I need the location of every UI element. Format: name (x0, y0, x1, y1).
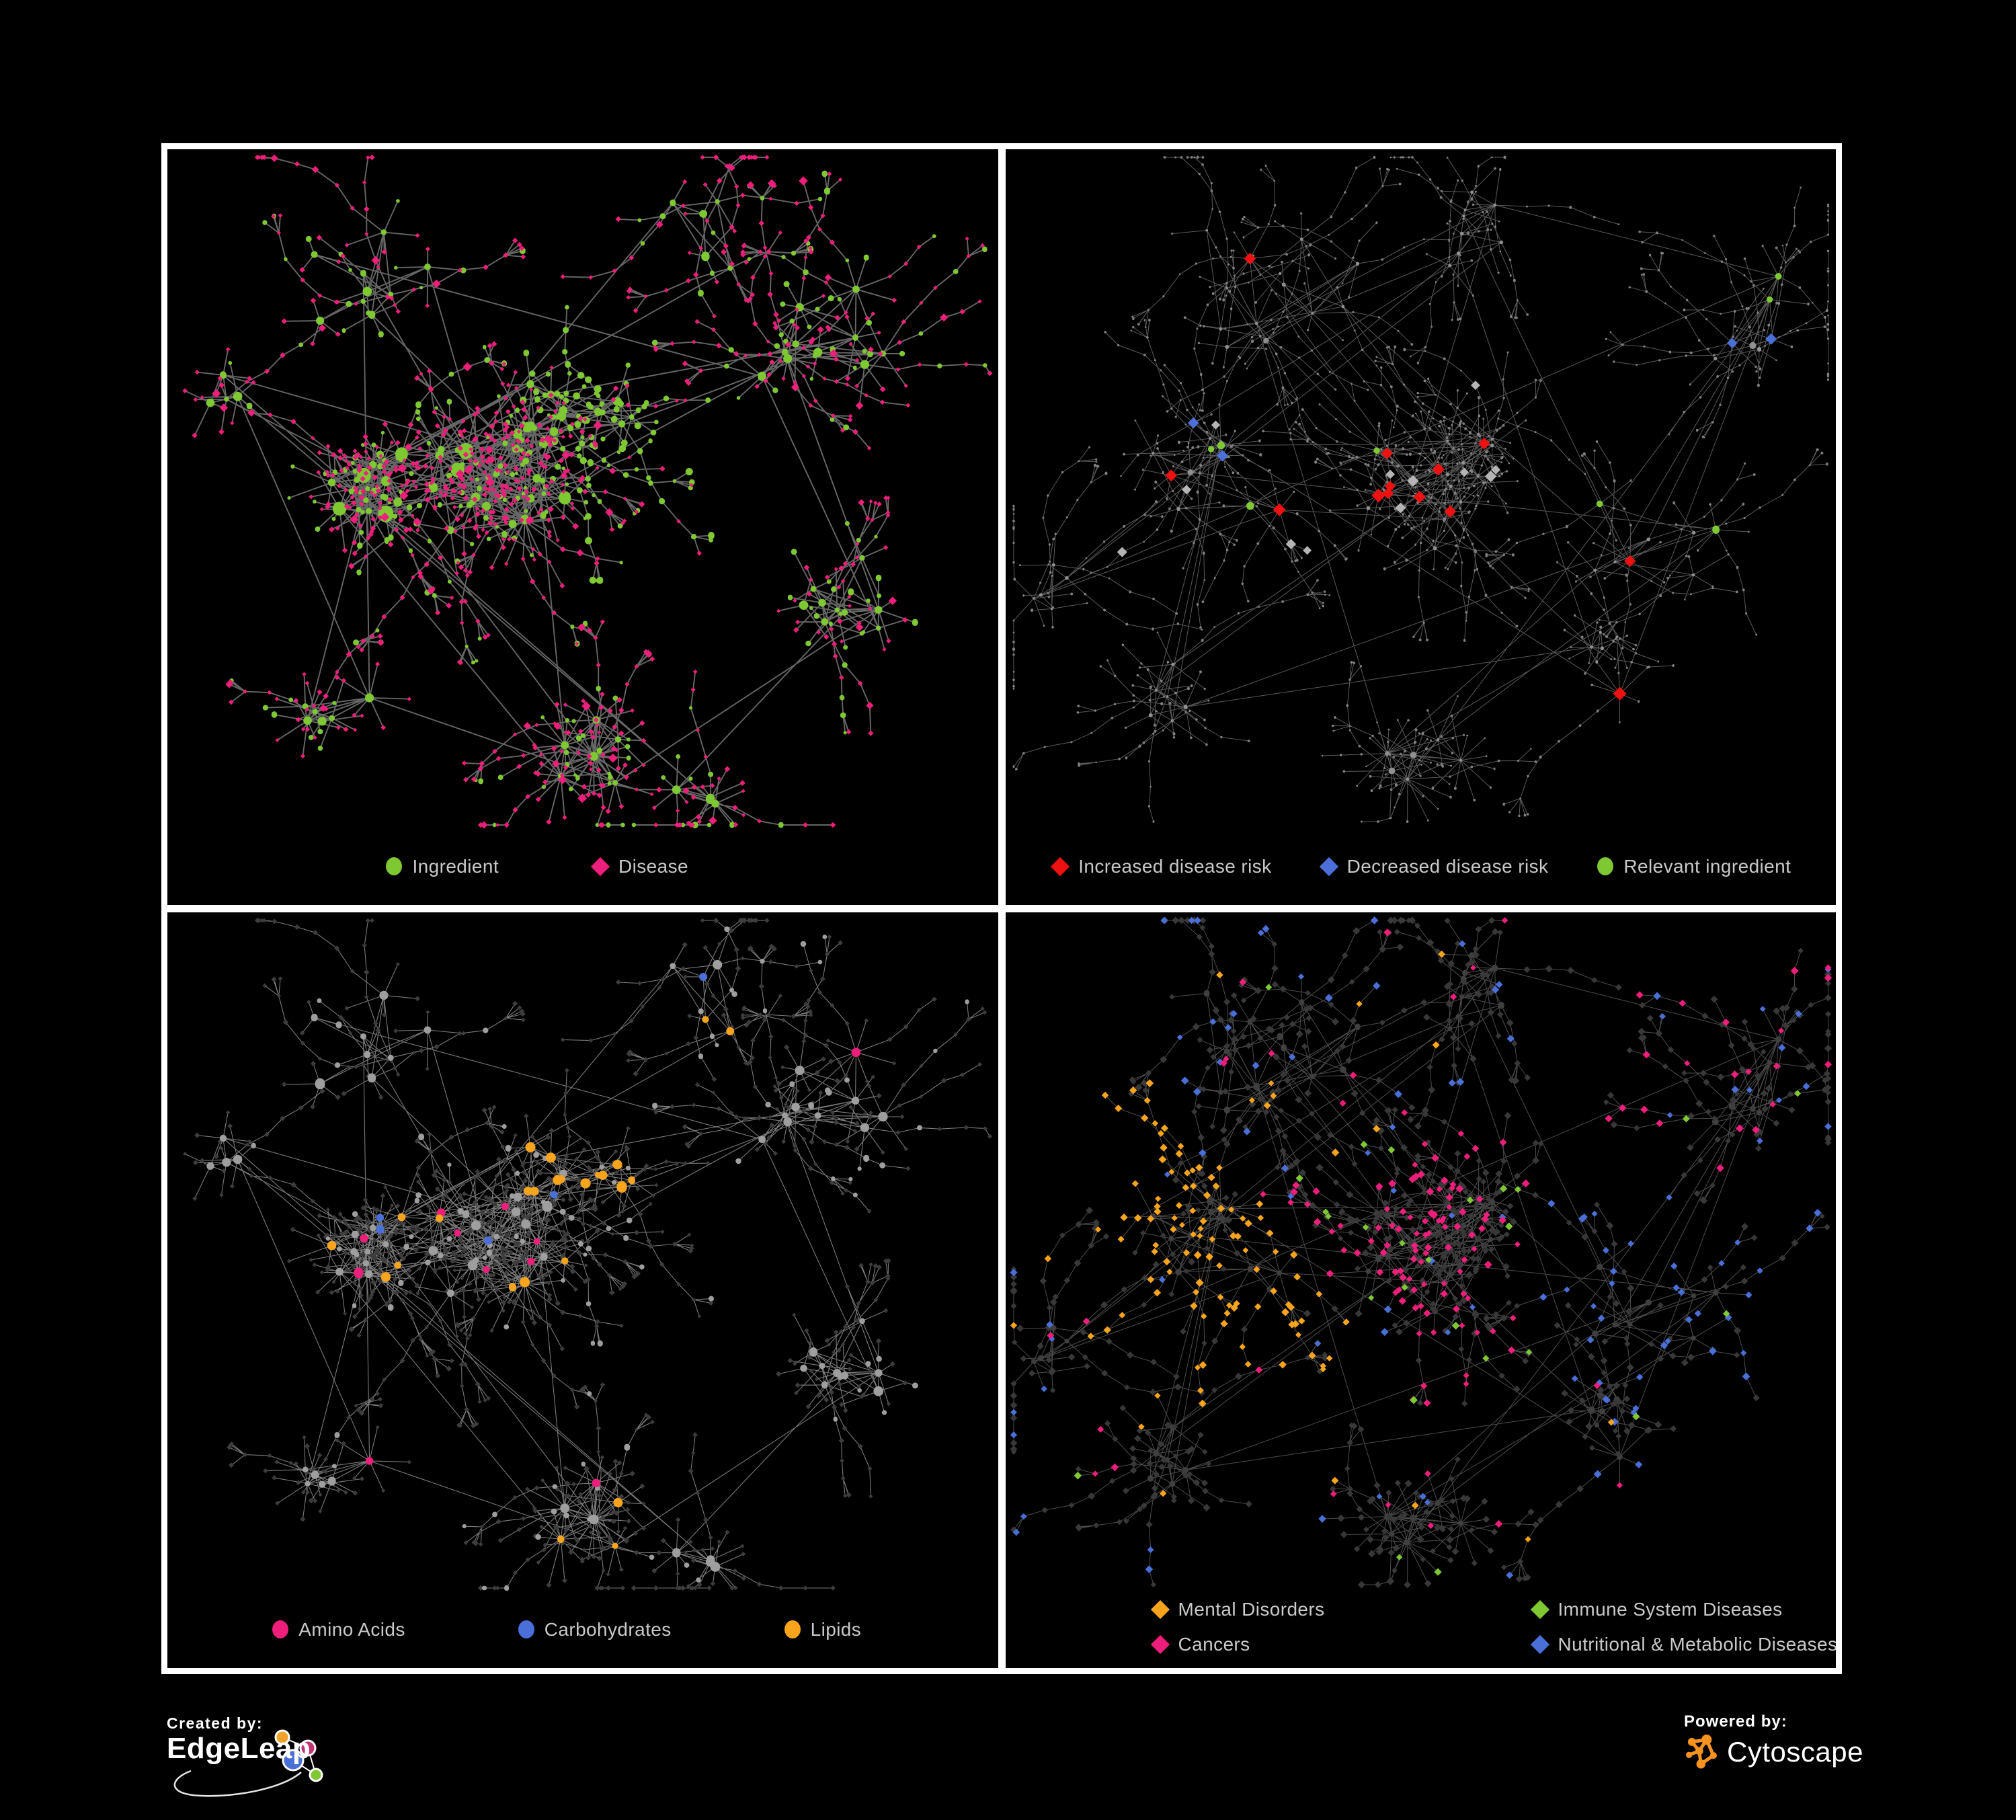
panel-nutrient-classes: Amino Acids Carbohydrates Lipids (167, 912, 998, 1668)
powered-by-label: Powered by: (1684, 1712, 1787, 1731)
cytoscape-credit: Powered by: Cytoscape (1684, 1712, 1863, 1770)
panel-disease-risk: Increased disease risk Decreased disease… (1005, 149, 1836, 905)
network-ingredient-disease (182, 154, 993, 829)
edgeleap-credit: Created by: EdgeLeap (167, 1714, 368, 1797)
edgeleap-logo-icon (173, 1729, 323, 1797)
network-disease-risk (1012, 155, 1829, 824)
edgeleap-wordmark: EdgeLeap (167, 1732, 311, 1765)
cytoscape-wordmark: Cytoscape (1727, 1736, 1863, 1768)
cytoscape-lockup: Cytoscape (1684, 1734, 1863, 1770)
panel-ingredient-disease: Ingredient Disease (167, 149, 998, 905)
panel-grid: Ingredient Disease Increased disease ris… (161, 143, 1842, 1674)
cytoscape-logo-icon (1685, 1734, 1717, 1769)
created-by-label: Created by: (167, 1714, 264, 1732)
network-nutrient-classes (182, 917, 993, 1591)
network-disease-categories (1009, 916, 1832, 1589)
panel-disease-categories: Mental Disorders Immune System Diseases … (1005, 912, 1836, 1668)
